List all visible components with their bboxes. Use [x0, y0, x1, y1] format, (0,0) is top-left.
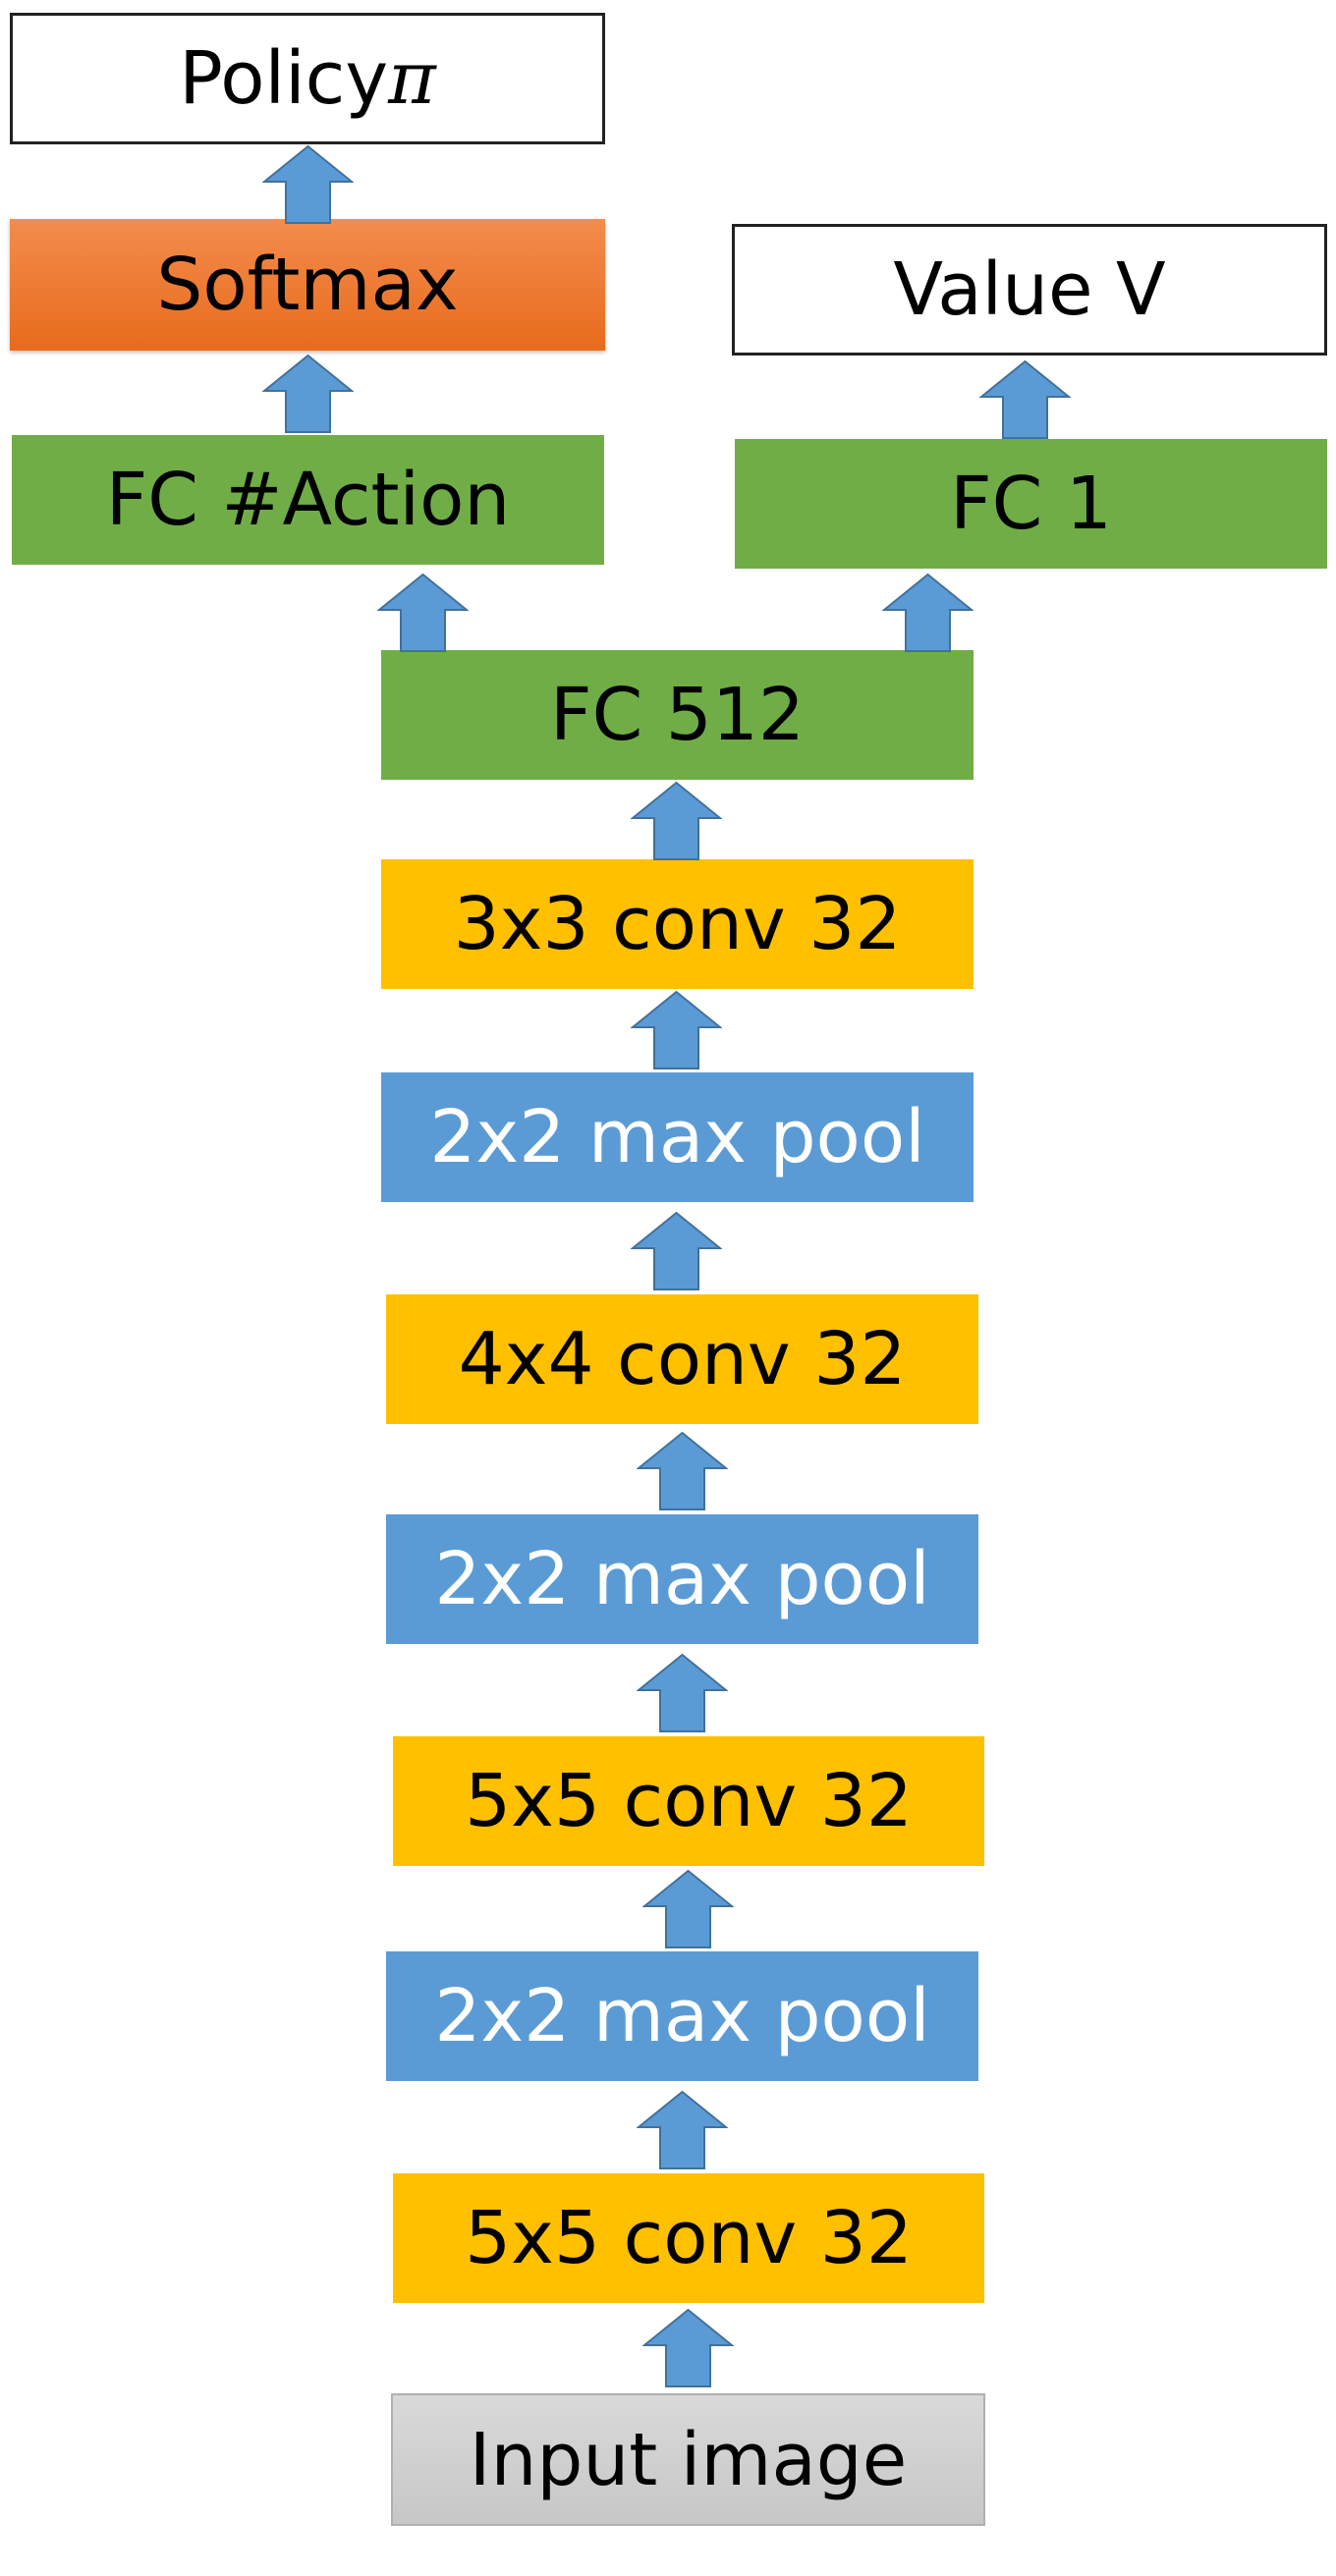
- pool3-label: 2x2 max pool: [429, 1095, 925, 1179]
- policy-node: Policy π: [10, 13, 605, 144]
- fc-action-label: FC #Action: [105, 458, 511, 542]
- pool1-node: 2x2 max pool: [386, 1951, 978, 2081]
- softmax-node: Softmax: [10, 219, 605, 351]
- arrow-up-icon: [631, 1211, 722, 1291]
- conv2-node: 4x4 conv 32: [386, 1294, 978, 1424]
- arrow-up-icon: [631, 990, 722, 1070]
- arrow-up-icon: [377, 573, 469, 653]
- arrow-up-icon: [631, 781, 722, 861]
- conv1b-node: 5x5 conv 32: [393, 1736, 984, 1866]
- arrow-up-icon: [637, 1653, 728, 1733]
- arrow-up-icon: [979, 359, 1071, 440]
- input-node: Input image: [391, 2393, 985, 2526]
- conv1-node: 5x5 conv 32: [393, 2173, 984, 2303]
- pool2-label: 2x2 max pool: [434, 1537, 930, 1621]
- value-node: Value V: [732, 224, 1327, 356]
- arrow-up-icon: [642, 2308, 734, 2388]
- fc-1-label: FC 1: [950, 462, 1112, 546]
- conv1b-label: 5x5 conv 32: [465, 1759, 913, 1843]
- conv2-label: 4x4 conv 32: [458, 1317, 907, 1401]
- pool1-label: 2x2 max pool: [434, 1974, 930, 2058]
- conv1-label: 5x5 conv 32: [465, 2196, 913, 2280]
- arrow-up-icon: [642, 1869, 734, 1949]
- policy-symbol: π: [388, 36, 436, 121]
- arrow-up-icon: [262, 354, 354, 434]
- arrow-up-icon: [637, 2090, 728, 2170]
- fc-action-node: FC #Action: [12, 435, 604, 565]
- arrow-up-icon: [262, 144, 354, 225]
- fc-1-node: FC 1: [735, 439, 1327, 569]
- arrow-up-icon: [882, 573, 974, 653]
- pool2-node: 2x2 max pool: [386, 1514, 978, 1644]
- softmax-label: Softmax: [156, 243, 459, 327]
- policy-label: Policy: [179, 36, 389, 121]
- fc-512-node: FC 512: [381, 650, 974, 780]
- pool3-node: 2x2 max pool: [381, 1072, 974, 1202]
- fc-512-label: FC 512: [550, 673, 805, 757]
- value-label: Value V: [893, 247, 1166, 332]
- arrow-up-icon: [637, 1431, 728, 1511]
- conv3-label: 3x3 conv 32: [453, 882, 902, 966]
- conv3-node: 3x3 conv 32: [381, 859, 974, 989]
- input-label: Input image: [469, 2417, 908, 2502]
